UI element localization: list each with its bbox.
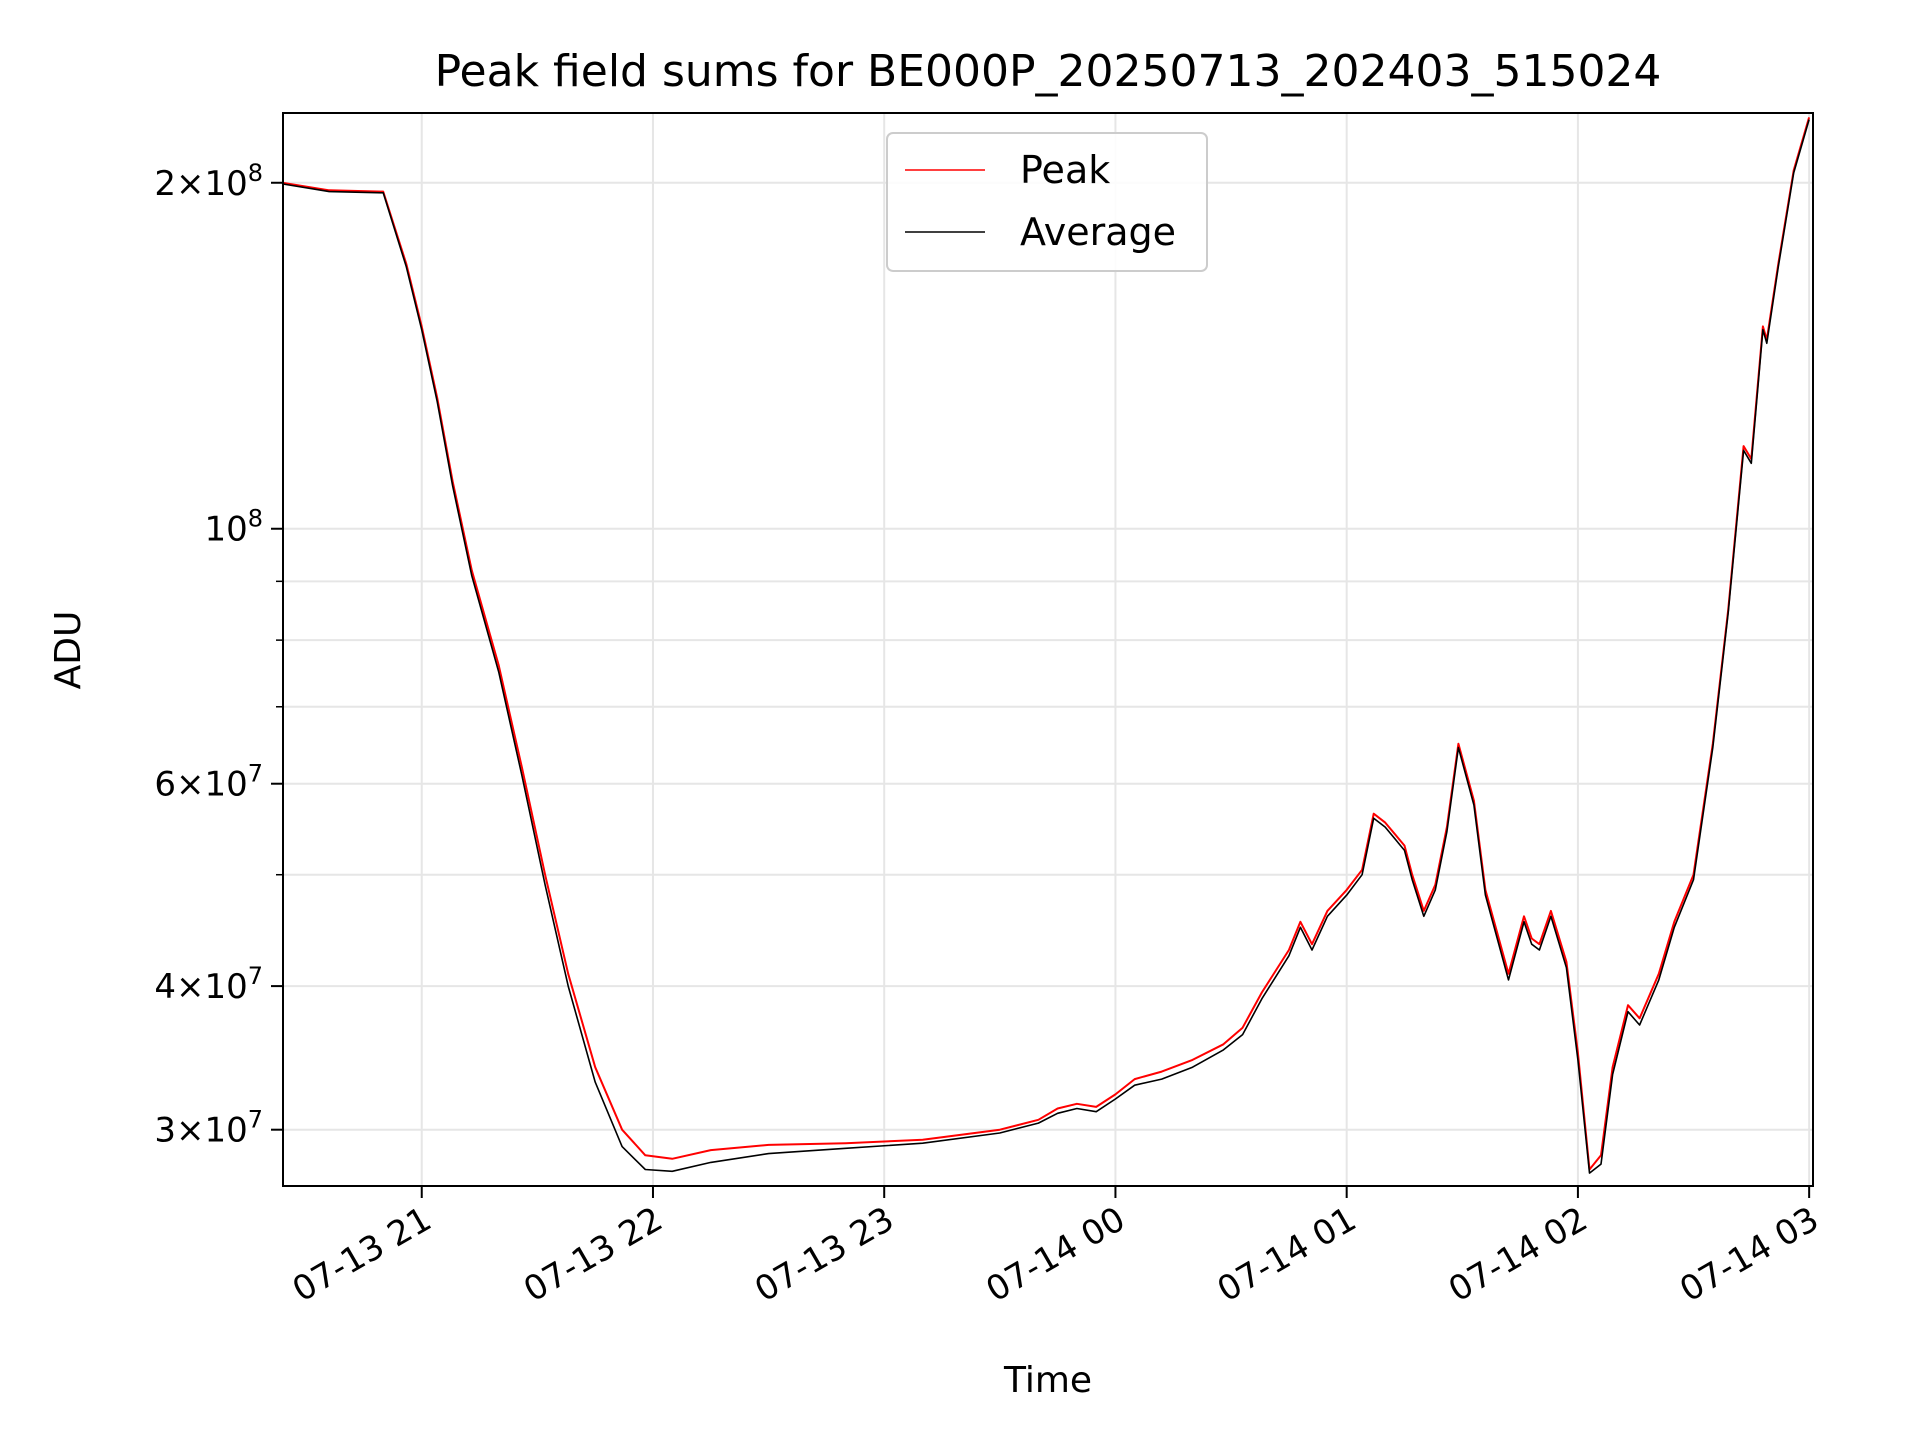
y-tick-label: 2×108 (154, 159, 263, 204)
legend-peak-label: Peak (1020, 148, 1110, 192)
series-line-peak (282, 117, 1811, 1171)
plot-frame (282, 112, 1814, 1187)
legend-average-label: Average (1020, 210, 1176, 254)
chart-title: Peak field sums for BE000P_20250713_2024… (435, 46, 1662, 97)
y-tick-label: 4×107 (154, 962, 263, 1007)
series-line-average (282, 119, 1810, 1174)
y-tick-label: 3×107 (154, 1106, 263, 1151)
y-tick-label: 108 (204, 505, 263, 550)
y-axis-label: ADU (48, 611, 89, 690)
series-group (282, 117, 1811, 1174)
grid-lines (283, 113, 1813, 1186)
legend: Peak Average (886, 132, 1208, 272)
x-axis-label: Time (1003, 1360, 1092, 1401)
y-tick-label: 6×107 (154, 760, 263, 805)
legend-box (886, 132, 1208, 272)
